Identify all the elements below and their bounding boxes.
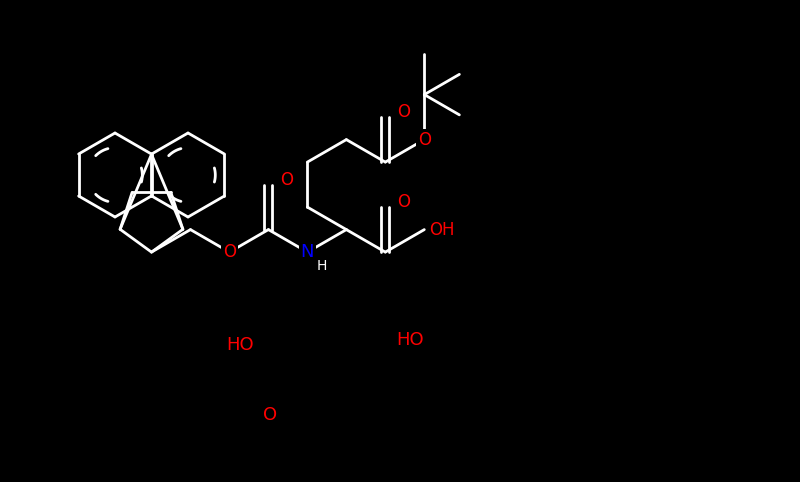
Text: O: O: [280, 171, 293, 188]
Text: O: O: [418, 131, 430, 148]
Text: OH: OH: [430, 221, 455, 239]
Text: O: O: [223, 243, 236, 261]
Text: HO: HO: [226, 336, 254, 354]
Text: O: O: [397, 193, 410, 211]
Text: N: N: [301, 243, 314, 261]
Text: O: O: [397, 103, 410, 121]
Text: HO: HO: [396, 331, 424, 349]
Text: H: H: [316, 259, 326, 273]
Text: O: O: [263, 406, 277, 424]
